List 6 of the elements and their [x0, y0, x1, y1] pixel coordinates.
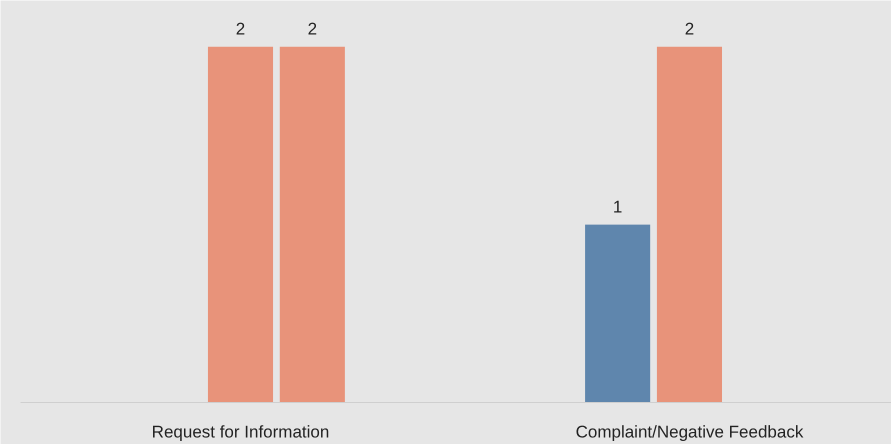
- data-label: 1: [612, 198, 622, 217]
- x-tick-label: Request for Information: [152, 422, 330, 442]
- x-tick-label: Complaint/Negative Feedback: [576, 422, 804, 442]
- data-label: 2: [236, 20, 246, 39]
- data-label: 2: [684, 20, 694, 39]
- data-label: 2: [308, 20, 318, 39]
